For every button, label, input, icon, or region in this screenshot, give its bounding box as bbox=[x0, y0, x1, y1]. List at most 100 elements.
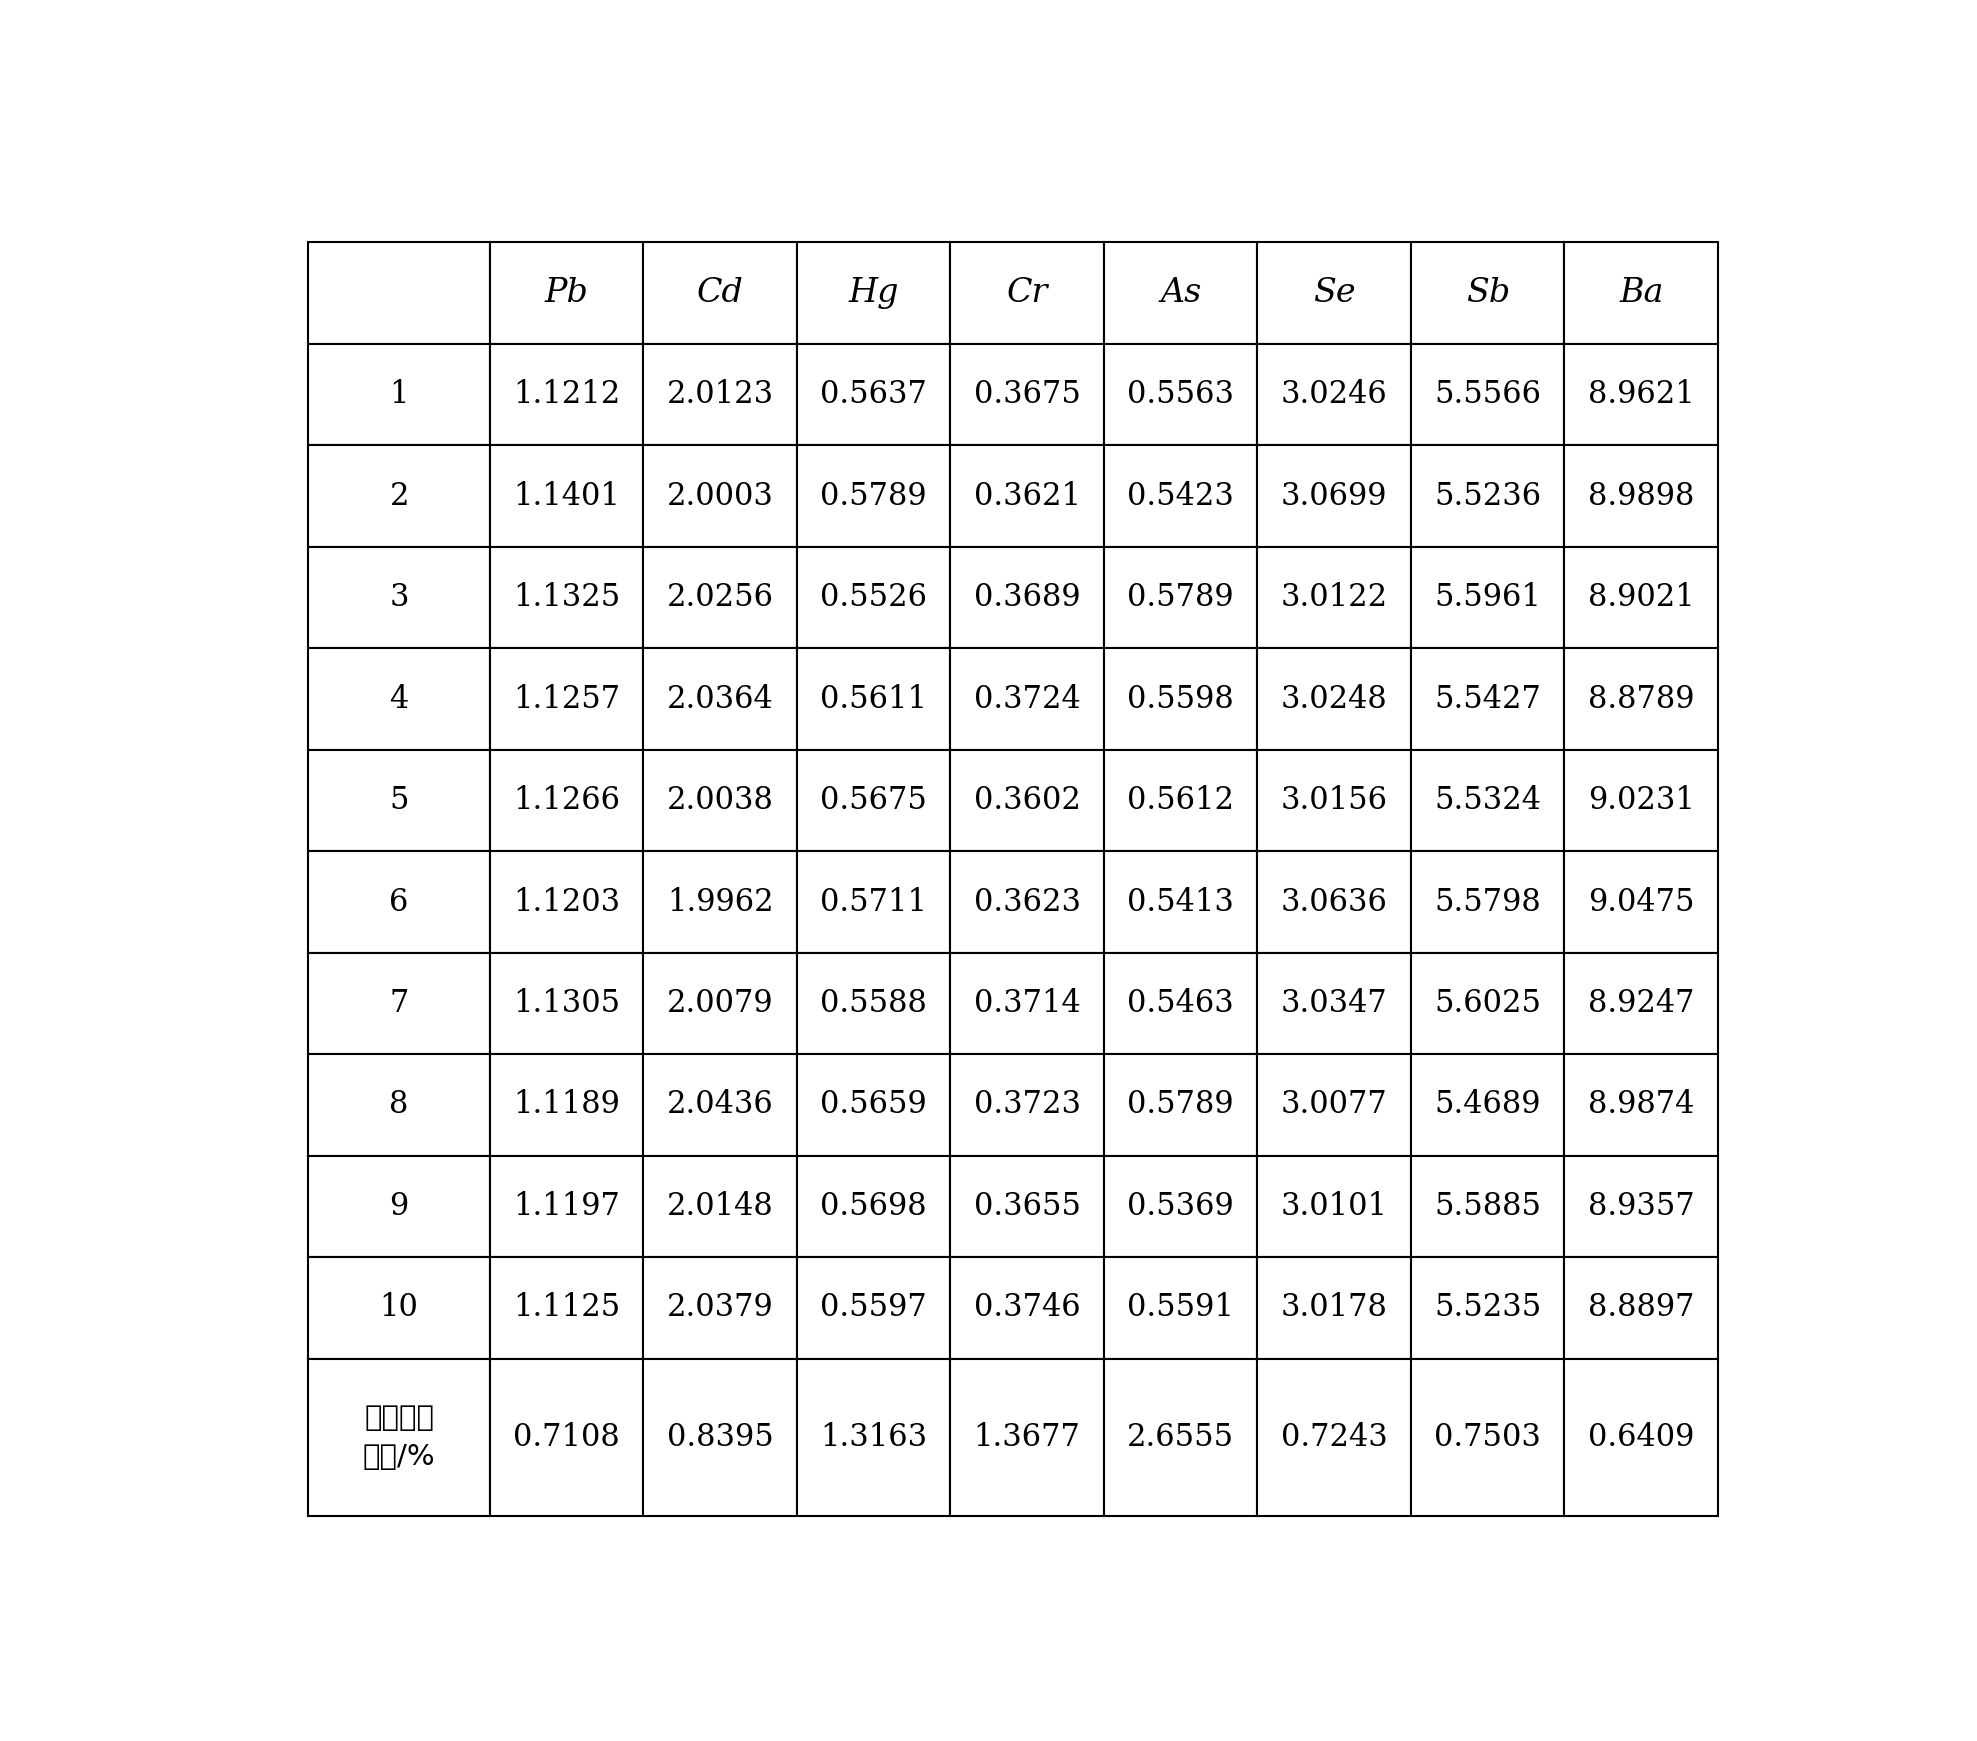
Bar bbox=[643, 1257, 797, 1358]
Bar bbox=[490, 1156, 643, 1257]
Text: 3.0347: 3.0347 bbox=[1281, 987, 1388, 1018]
Text: 0.5789: 0.5789 bbox=[1127, 581, 1234, 613]
Text: Se: Se bbox=[1313, 277, 1356, 310]
Bar bbox=[1412, 1156, 1564, 1257]
Bar bbox=[1412, 242, 1564, 345]
Bar bbox=[1257, 242, 1412, 345]
Text: 5.6025: 5.6025 bbox=[1433, 987, 1542, 1018]
Text: 0.3621: 0.3621 bbox=[973, 481, 1081, 512]
Text: 3.0248: 3.0248 bbox=[1281, 684, 1388, 714]
Text: 0.7503: 0.7503 bbox=[1433, 1422, 1542, 1452]
Text: 0.5563: 0.5563 bbox=[1127, 380, 1234, 411]
Bar bbox=[1103, 547, 1257, 648]
Text: 2.6555: 2.6555 bbox=[1127, 1422, 1234, 1452]
Text: 0.5675: 0.5675 bbox=[820, 785, 927, 817]
Bar bbox=[1412, 547, 1564, 648]
Text: 1.3677: 1.3677 bbox=[975, 1422, 1081, 1452]
Bar bbox=[951, 345, 1103, 446]
Bar bbox=[1257, 750, 1412, 851]
Bar bbox=[643, 345, 797, 446]
Bar bbox=[1257, 1257, 1412, 1358]
Text: 3.0077: 3.0077 bbox=[1281, 1090, 1388, 1121]
Bar bbox=[1412, 1055, 1564, 1156]
Bar bbox=[308, 345, 490, 446]
Text: As: As bbox=[1160, 277, 1202, 310]
Text: 0.8395: 0.8395 bbox=[666, 1422, 773, 1452]
Text: 0.5597: 0.5597 bbox=[820, 1292, 927, 1323]
Bar bbox=[951, 242, 1103, 345]
Bar bbox=[1257, 648, 1412, 750]
Text: 2.0003: 2.0003 bbox=[666, 481, 773, 512]
Text: 8.9621: 8.9621 bbox=[1588, 380, 1694, 411]
Text: 3.0178: 3.0178 bbox=[1281, 1292, 1388, 1323]
Text: 5.5885: 5.5885 bbox=[1433, 1191, 1542, 1222]
Bar bbox=[490, 547, 643, 648]
Bar bbox=[308, 952, 490, 1055]
Text: 2.0079: 2.0079 bbox=[666, 987, 773, 1018]
Bar bbox=[1257, 446, 1412, 547]
Text: 0.5463: 0.5463 bbox=[1127, 987, 1234, 1018]
Text: 5.5961: 5.5961 bbox=[1433, 581, 1542, 613]
Text: 3.0636: 3.0636 bbox=[1281, 886, 1388, 918]
Bar bbox=[490, 242, 643, 345]
Bar bbox=[1103, 1257, 1257, 1358]
Bar bbox=[1257, 851, 1412, 952]
Text: 0.3675: 0.3675 bbox=[975, 380, 1081, 411]
Text: 0.7108: 0.7108 bbox=[514, 1422, 621, 1452]
Bar bbox=[1103, 648, 1257, 750]
Text: 5.5427: 5.5427 bbox=[1433, 684, 1542, 714]
Text: 0.5588: 0.5588 bbox=[820, 987, 927, 1018]
Bar bbox=[1564, 547, 1718, 648]
Bar bbox=[797, 648, 951, 750]
Text: Pb: Pb bbox=[546, 277, 589, 310]
Bar bbox=[1564, 952, 1718, 1055]
Text: 0.3623: 0.3623 bbox=[973, 886, 1081, 918]
Bar bbox=[1564, 1055, 1718, 1156]
Bar bbox=[308, 547, 490, 648]
Text: 8: 8 bbox=[389, 1090, 409, 1121]
Bar bbox=[308, 1055, 490, 1156]
Text: 5.5798: 5.5798 bbox=[1435, 886, 1542, 918]
Bar bbox=[797, 1055, 951, 1156]
Bar bbox=[951, 952, 1103, 1055]
Bar bbox=[1257, 345, 1412, 446]
Text: 0.5659: 0.5659 bbox=[820, 1090, 927, 1121]
Text: 9: 9 bbox=[389, 1191, 409, 1222]
Bar bbox=[797, 446, 951, 547]
Bar bbox=[1412, 952, 1564, 1055]
Text: Ba: Ba bbox=[1619, 277, 1663, 310]
Text: 8.9357: 8.9357 bbox=[1588, 1191, 1694, 1222]
Bar bbox=[643, 1055, 797, 1156]
Bar bbox=[308, 750, 490, 851]
Text: 7: 7 bbox=[389, 987, 409, 1018]
Bar bbox=[490, 345, 643, 446]
Bar bbox=[490, 648, 643, 750]
Text: 1.1266: 1.1266 bbox=[514, 785, 621, 817]
Bar bbox=[951, 648, 1103, 750]
Text: 9.0231: 9.0231 bbox=[1588, 785, 1694, 817]
Text: Sb: Sb bbox=[1465, 277, 1510, 310]
Text: 0.5612: 0.5612 bbox=[1127, 785, 1234, 817]
Text: 4: 4 bbox=[389, 684, 409, 714]
Text: 8.8789: 8.8789 bbox=[1588, 684, 1694, 714]
Text: 3.0246: 3.0246 bbox=[1281, 380, 1388, 411]
Bar bbox=[951, 446, 1103, 547]
Text: 1.1325: 1.1325 bbox=[512, 581, 621, 613]
Text: 0.3714: 0.3714 bbox=[975, 987, 1081, 1018]
Text: 1.1305: 1.1305 bbox=[514, 987, 621, 1018]
Text: 0.5598: 0.5598 bbox=[1127, 684, 1234, 714]
Bar bbox=[490, 952, 643, 1055]
Bar bbox=[643, 851, 797, 952]
Text: 2: 2 bbox=[389, 481, 409, 512]
Bar bbox=[1257, 547, 1412, 648]
Text: 8.9898: 8.9898 bbox=[1588, 481, 1694, 512]
Text: 10: 10 bbox=[380, 1292, 419, 1323]
Bar bbox=[1564, 345, 1718, 446]
Text: 0.5369: 0.5369 bbox=[1127, 1191, 1234, 1222]
Bar bbox=[1103, 242, 1257, 345]
Text: 5.5566: 5.5566 bbox=[1433, 380, 1542, 411]
Text: Cr: Cr bbox=[1006, 277, 1048, 310]
Bar bbox=[1564, 750, 1718, 851]
Bar bbox=[1103, 1156, 1257, 1257]
Text: 3.0122: 3.0122 bbox=[1281, 581, 1388, 613]
